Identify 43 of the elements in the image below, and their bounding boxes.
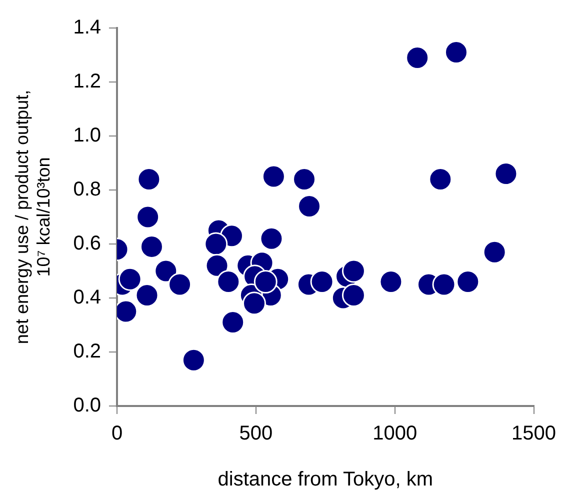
x-tick-label: 500 <box>239 422 273 445</box>
point <box>456 270 480 294</box>
point <box>118 267 142 291</box>
point <box>154 259 178 283</box>
y-tick-label: 1.0 <box>73 124 102 147</box>
x-tick-label: 1000 <box>372 422 418 445</box>
point <box>140 234 164 258</box>
y-tick-label: 1.4 <box>73 16 102 39</box>
point <box>262 164 286 188</box>
point <box>137 167 161 191</box>
point <box>242 292 266 316</box>
point <box>494 162 518 186</box>
point <box>444 40 468 64</box>
point <box>254 270 278 294</box>
point <box>379 270 403 294</box>
y-tick-label: 0.8 <box>73 178 102 201</box>
point <box>168 272 192 296</box>
y-axis-title: net energy use / product output, 10⁷ kcal/10³ton <box>12 90 54 344</box>
point <box>342 284 366 308</box>
point <box>428 167 452 191</box>
point <box>216 270 240 294</box>
x-tick-label: 1500 <box>512 422 556 445</box>
point <box>260 226 284 250</box>
point <box>135 284 159 308</box>
point <box>136 205 160 229</box>
point <box>298 194 322 218</box>
point <box>182 348 206 372</box>
point <box>432 272 456 296</box>
y-tick-label: 0.0 <box>73 394 102 417</box>
point <box>406 46 430 70</box>
point <box>205 254 229 278</box>
y-tick-label: 0.2 <box>73 340 102 363</box>
x-tick-label: 0 <box>111 422 123 445</box>
y-tick-label: 0.4 <box>73 286 102 309</box>
point <box>204 232 228 256</box>
y-tick-label: 0.6 <box>73 232 102 255</box>
point <box>221 310 245 334</box>
point <box>342 259 366 283</box>
point <box>482 240 506 264</box>
y-tick-label: 1.2 <box>73 70 102 93</box>
point <box>310 270 334 294</box>
x-axis-title: distance from Tokyo, km <box>218 468 434 491</box>
point <box>292 167 316 191</box>
